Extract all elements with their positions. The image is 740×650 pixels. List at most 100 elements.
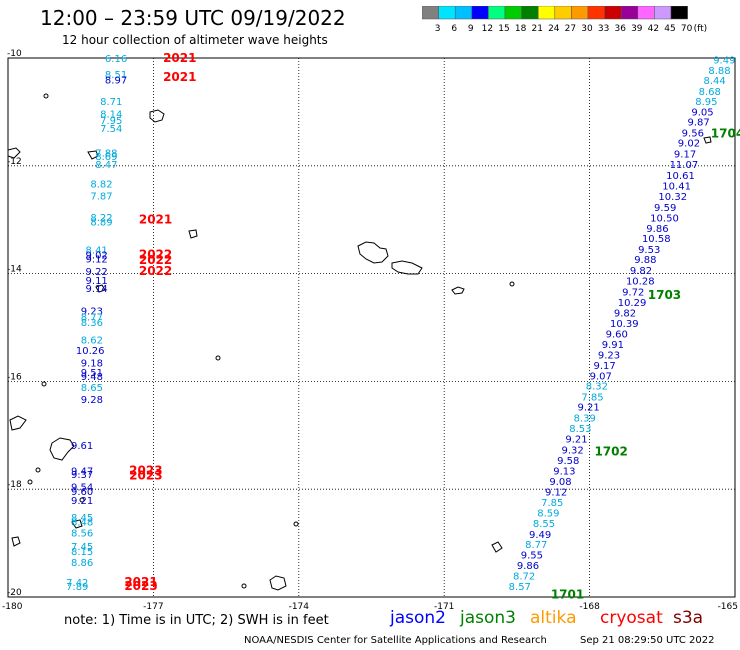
swh-value: 8.77 bbox=[525, 540, 547, 551]
pass-label: 2022 bbox=[139, 253, 172, 267]
colorbar-label: 9 bbox=[468, 24, 474, 34]
island-outline bbox=[451, 286, 465, 295]
swh-value: 9.05 bbox=[691, 107, 713, 118]
latitude-label: -12 bbox=[7, 157, 22, 167]
pass-label: 2021 bbox=[124, 575, 157, 589]
swh-value: 9.53 bbox=[638, 245, 660, 256]
satellite-legend-altika: altika bbox=[530, 608, 577, 628]
satellite-legend-jason3: jason3 bbox=[460, 608, 516, 628]
swh-value: 8.72 bbox=[513, 571, 535, 582]
swh-value: 9.37 bbox=[71, 470, 93, 481]
swh-value: 9.86 bbox=[646, 224, 668, 235]
colorbar-label: 33 bbox=[598, 24, 609, 34]
swh-value: 6.16 bbox=[105, 54, 127, 65]
swh-value: 7.54 bbox=[100, 124, 122, 135]
swh-value: 9.60 bbox=[606, 329, 628, 340]
swh-value: 8.44 bbox=[703, 76, 725, 87]
longitude-label: -177 bbox=[143, 602, 163, 610]
swh-value: 10.41 bbox=[662, 182, 691, 193]
swh-value: 9.21 bbox=[565, 435, 587, 446]
island-outline bbox=[509, 281, 515, 287]
island-outline bbox=[7, 147, 21, 159]
pass-label: 2021 bbox=[139, 213, 172, 227]
swh-value: 9.49 bbox=[529, 530, 551, 541]
swh-value: 7.87 bbox=[90, 191, 112, 202]
latitude-label: -10 bbox=[7, 49, 22, 59]
latitude-label: -14 bbox=[7, 265, 22, 275]
swh-value: 9.17 bbox=[593, 361, 615, 372]
longitude-label: -174 bbox=[289, 602, 310, 610]
island-outline bbox=[27, 479, 33, 485]
island-outline bbox=[41, 381, 47, 387]
note-text: note: 1) Time is in UTC; 2) SWH is in fe… bbox=[64, 613, 329, 628]
swh-value: 9.55 bbox=[521, 550, 543, 561]
island-outline bbox=[703, 136, 712, 144]
island-outline bbox=[35, 467, 41, 473]
swh-value: 8.51 bbox=[105, 70, 127, 81]
longitude-label: -168 bbox=[579, 602, 600, 610]
colorbar-label: 39 bbox=[631, 24, 643, 34]
swh-value: 9.59 bbox=[654, 203, 676, 214]
swh-value: 9.49 bbox=[713, 56, 735, 67]
swh-value: 7.85 bbox=[541, 498, 563, 509]
island-outline bbox=[87, 150, 99, 160]
map-title: 12:00 – 23:59 UTC 09/19/2022 bbox=[40, 6, 346, 30]
swh-value: 8.88 bbox=[708, 66, 730, 77]
island-outline bbox=[71, 519, 83, 529]
swh-value: 9.51 bbox=[81, 368, 103, 379]
longitude-label: -180 bbox=[2, 602, 23, 610]
swh-value: 8.95 bbox=[695, 97, 717, 108]
colorbar-label: 36 bbox=[614, 24, 626, 34]
swh-value: 9.60 bbox=[71, 487, 93, 498]
swh-value: 10.32 bbox=[658, 192, 687, 203]
swh-value: 8.77 bbox=[81, 313, 103, 324]
swh-value: 10.39 bbox=[610, 319, 639, 330]
island-outline bbox=[269, 575, 287, 591]
swh-value: 8.68 bbox=[699, 87, 721, 98]
swh-value: 9.47 bbox=[71, 466, 93, 477]
swh-value: 10.29 bbox=[618, 298, 647, 309]
island-outline bbox=[95, 284, 106, 293]
swh-value: 9.21 bbox=[71, 496, 93, 507]
swh-value: 8.62 bbox=[81, 335, 103, 346]
colorbar-label: 21 bbox=[531, 24, 542, 34]
swh-value: 8.53 bbox=[569, 424, 591, 435]
swh-value: 8.56 bbox=[71, 528, 93, 539]
colorbar-label: 3 bbox=[435, 24, 441, 34]
swh-value: 8.15 bbox=[71, 547, 93, 558]
swh-value: 8.86 bbox=[71, 558, 93, 569]
swh-value: 9.88 bbox=[634, 255, 656, 266]
swh-value: 8.36 bbox=[81, 318, 103, 329]
swh-value: 9.54 bbox=[71, 483, 93, 494]
swh-value: 9.72 bbox=[622, 287, 644, 298]
island-outline bbox=[188, 229, 198, 239]
island-outline bbox=[149, 109, 165, 123]
swh-value: 8.32 bbox=[586, 382, 608, 393]
colorbar-label: 12 bbox=[482, 24, 493, 34]
swh-value: 9.08 bbox=[549, 477, 571, 488]
pass-label: 1701 bbox=[551, 587, 584, 601]
island-outline bbox=[79, 497, 85, 503]
island-outline bbox=[293, 521, 299, 527]
track-values: 6.16 8.518.97 8.71 8.147.957.54 7.888.698.47… bbox=[66, 51, 740, 601]
swh-value: 11.07 bbox=[670, 160, 699, 171]
swh-value: 8.48 bbox=[71, 518, 93, 529]
island-outline bbox=[11, 536, 21, 547]
swh-value: 9.23 bbox=[81, 306, 103, 317]
colorbar-label: 6 bbox=[451, 24, 457, 34]
satellite-legend-jason2: jason2 bbox=[390, 608, 446, 628]
swh-value: 10.58 bbox=[642, 234, 671, 245]
latitude-label: -16 bbox=[7, 372, 22, 382]
longitude-label: -165 bbox=[718, 602, 738, 610]
colorbar-label: 18 bbox=[515, 24, 527, 34]
lat-lon-grid: -10 -12 -14 -16 -18 -20 -180 -177 -174 -171 -168 -1… bbox=[2, 49, 738, 610]
swh-value: 7.89 bbox=[66, 582, 88, 593]
swh-value: 9.02 bbox=[86, 251, 108, 262]
island-outlines bbox=[7, 93, 712, 591]
swh-value: 8.41 bbox=[86, 245, 108, 256]
swh-value: 9.12 bbox=[545, 487, 567, 498]
swh-value: 9.07 bbox=[590, 371, 612, 382]
swh-value: 9.58 bbox=[557, 456, 579, 467]
swh-value: 7.85 bbox=[581, 392, 603, 403]
swh-value: 9.18 bbox=[81, 359, 103, 370]
